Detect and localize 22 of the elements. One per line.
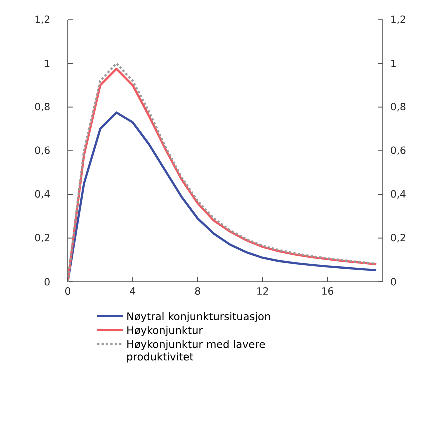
y-tick-label: 1 xyxy=(45,60,50,68)
y2-tick-label: 0,2 xyxy=(391,234,406,243)
x-tick-label: 12 xyxy=(258,288,268,295)
y-tick-label: 0 xyxy=(44,278,50,286)
y2-tick-label: 0,4 xyxy=(391,190,406,199)
y-tick-label: 0,2 xyxy=(35,234,50,243)
y2-tick-label: 1 xyxy=(392,60,396,68)
y2-tick-label: 0 xyxy=(391,278,396,286)
y2-tick-label: 1,2 xyxy=(392,16,406,24)
legend-label: Høykonjunktur xyxy=(128,326,204,336)
legend-label: Høykonjunktur med lavere produktivitet xyxy=(128,340,266,363)
x-tick-label: 4 xyxy=(130,288,136,295)
y-tick-label: 0,6 xyxy=(35,146,50,156)
x-tick-label: 0 xyxy=(65,288,71,296)
x-tick-label: 8 xyxy=(195,288,200,296)
y-tick-label: 1,2 xyxy=(36,16,50,24)
y-tick-label: 0,8 xyxy=(35,103,50,112)
legend-label: Nøytral konjunktursituasjon xyxy=(128,312,270,323)
y-tick-label: 0,4 xyxy=(35,190,50,199)
y2-tick-label: 0,8 xyxy=(391,103,406,112)
x-tick-label: 16 xyxy=(322,288,334,296)
y2-tick-label: 0,6 xyxy=(391,146,406,156)
